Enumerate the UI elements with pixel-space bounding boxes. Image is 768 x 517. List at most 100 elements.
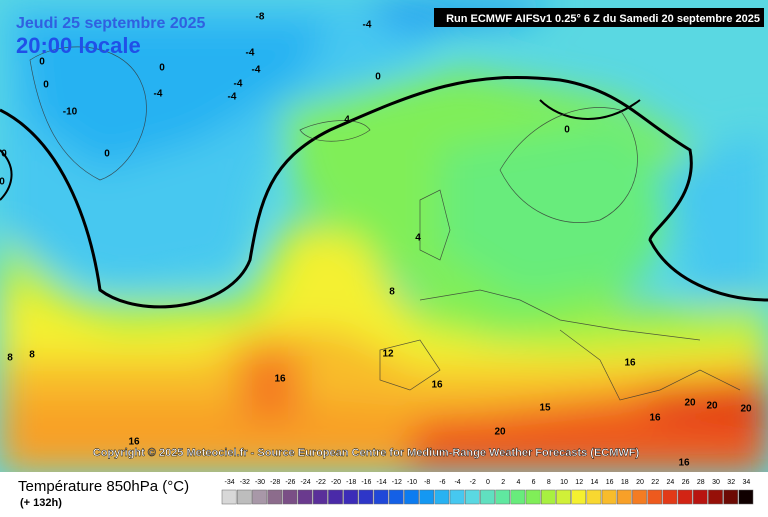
contour-label: 8 bbox=[389, 287, 395, 298]
legend-swatch bbox=[662, 489, 678, 505]
legend-swatch bbox=[252, 489, 267, 505]
contour-label: 0 bbox=[1, 149, 7, 160]
legend-swatch bbox=[601, 489, 617, 505]
contour-label: 15 bbox=[539, 403, 551, 414]
legend-swatch bbox=[449, 489, 465, 505]
contour-label: 12 bbox=[382, 349, 394, 360]
legend-label: 12 bbox=[575, 479, 583, 486]
legend-label: 28 bbox=[697, 479, 705, 486]
contour-label: -4 bbox=[228, 92, 237, 103]
legend-swatch bbox=[510, 489, 526, 505]
legend-label: -6 bbox=[439, 479, 445, 486]
legend-swatch bbox=[495, 489, 511, 505]
legend-label: 34 bbox=[743, 479, 751, 486]
contour-label: -4 bbox=[154, 89, 163, 100]
contour-label: 4 bbox=[415, 233, 421, 244]
legend-swatch bbox=[358, 489, 374, 505]
legend-label: 24 bbox=[667, 479, 675, 486]
legend-label: -32 bbox=[240, 479, 250, 486]
contour-label: 0 bbox=[43, 80, 49, 91]
legend-label: 0 bbox=[486, 479, 490, 486]
legend-label: -34 bbox=[225, 479, 235, 486]
contour-label: 16 bbox=[649, 413, 661, 424]
contour-label: 20 bbox=[740, 404, 752, 415]
contour-label: -4 bbox=[363, 20, 372, 31]
contour-label: -10 bbox=[63, 107, 78, 118]
legend-label: 8 bbox=[547, 479, 551, 486]
legend-label: -22 bbox=[316, 479, 326, 486]
contour-label: 0 bbox=[39, 57, 45, 68]
contour-label: 0 bbox=[0, 177, 5, 188]
legend-label: 6 bbox=[532, 479, 536, 486]
legend-swatch bbox=[419, 489, 435, 505]
contour-label: -8 bbox=[256, 12, 265, 23]
legend-subtitle: (+ 132h) bbox=[20, 497, 62, 509]
contour-label: 0 bbox=[375, 72, 381, 83]
contour-label: 16 bbox=[128, 437, 140, 448]
contour-label: 0 bbox=[159, 63, 165, 74]
contour-label: 16 bbox=[678, 458, 690, 469]
contour-label: 4 bbox=[344, 115, 350, 126]
legend-swatch bbox=[267, 489, 283, 505]
contour-label: 0 bbox=[104, 149, 110, 160]
legend-swatch bbox=[692, 489, 708, 505]
legend-swatch bbox=[586, 489, 602, 505]
contour-label: 8 bbox=[29, 350, 35, 361]
legend-label: -26 bbox=[285, 479, 295, 486]
legend-swatch bbox=[404, 489, 419, 505]
legend-swatch bbox=[677, 489, 693, 505]
legend-label: 18 bbox=[621, 479, 629, 486]
legend-swatch bbox=[388, 489, 404, 505]
contour-label: -4 bbox=[246, 48, 255, 59]
legend-label: 22 bbox=[651, 479, 659, 486]
legend-swatch bbox=[571, 489, 587, 505]
legend-label: 10 bbox=[560, 479, 568, 486]
contour-label: 20 bbox=[494, 427, 506, 438]
legend-swatch bbox=[616, 489, 632, 505]
legend-swatch bbox=[236, 489, 252, 505]
contour-label: -4 bbox=[234, 79, 243, 90]
run-text: Run ECMWF AIFSv1 0.25° 6 Z du Samedi 20 … bbox=[446, 13, 760, 25]
date-text: Jeudi 25 septembre 2025 bbox=[16, 15, 206, 32]
legend-label: -20 bbox=[331, 479, 341, 486]
run-box bbox=[434, 8, 764, 27]
copyright-text: Copyright © 2025 Meteociel.fr - Source E… bbox=[93, 447, 640, 459]
legend-label: -14 bbox=[377, 479, 387, 486]
legend-label: 32 bbox=[727, 479, 735, 486]
legend-swatch bbox=[647, 489, 663, 505]
contour-label: 20 bbox=[684, 398, 696, 409]
legend-label: -28 bbox=[270, 479, 280, 486]
legend-label: -8 bbox=[424, 479, 430, 486]
legend-label: -18 bbox=[346, 479, 356, 486]
contour-label: 20 bbox=[706, 401, 718, 412]
legend-swatch bbox=[373, 489, 389, 505]
contour-label: -4 bbox=[252, 65, 261, 76]
legend-label: 26 bbox=[682, 479, 690, 486]
legend-swatch bbox=[282, 489, 298, 505]
legend-swatch bbox=[540, 489, 556, 505]
legend-label: -2 bbox=[470, 479, 476, 486]
legend-swatch bbox=[343, 489, 359, 505]
legend-swatch bbox=[738, 489, 754, 505]
legend-label: -16 bbox=[361, 479, 371, 486]
contour-label: 16 bbox=[431, 380, 443, 391]
legend-title: Température 850hPa (°C) bbox=[18, 478, 189, 495]
legend-swatch bbox=[464, 489, 480, 505]
legend-swatch bbox=[221, 489, 237, 505]
legend-label: 30 bbox=[712, 479, 720, 486]
legend-swatch bbox=[525, 489, 541, 505]
legend-label: 14 bbox=[591, 479, 599, 486]
legend-label: -24 bbox=[301, 479, 311, 486]
legend-swatch bbox=[556, 489, 571, 505]
legend-label: 4 bbox=[516, 479, 520, 486]
legend-swatch bbox=[480, 489, 495, 505]
contour-label: 0 bbox=[564, 125, 570, 136]
legend-label: 16 bbox=[606, 479, 614, 486]
legend-swatch bbox=[312, 489, 328, 505]
legend-swatch bbox=[708, 489, 723, 505]
contour-label: 16 bbox=[624, 358, 636, 369]
legend-label: 20 bbox=[636, 479, 644, 486]
legend-label: 2 bbox=[501, 479, 505, 486]
